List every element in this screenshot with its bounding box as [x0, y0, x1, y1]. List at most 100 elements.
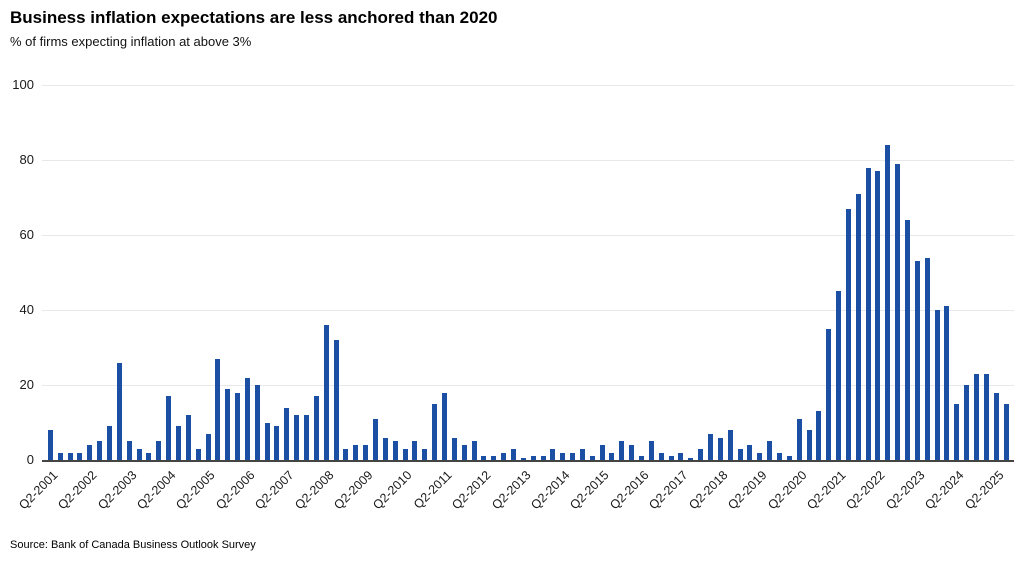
x-tick-label: Q2-2009 [331, 468, 376, 513]
bar-Q2-2018 [717, 437, 723, 460]
bar-Q2-2020 [796, 418, 802, 460]
bar-Q3-2002 [97, 441, 103, 460]
x-tick-label: Q2-2020 [764, 468, 810, 513]
bar-Q2-2024 [954, 403, 960, 460]
bar-Q2-2001 [47, 430, 53, 460]
chart-subtitle: % of firms expecting inflation at above … [10, 34, 252, 49]
gridline [42, 310, 1014, 311]
bar-Q2-2012 [481, 456, 487, 460]
bar-Q4-2023 [934, 310, 940, 460]
x-tick-label: Q2-2010 [370, 468, 415, 513]
bar-Q2-2015 [599, 445, 605, 460]
bar-Q4-2009 [382, 437, 388, 460]
bar-Q1-2009 [353, 445, 359, 460]
bar-Q4-2003 [146, 452, 152, 460]
x-tick-label: Q2-2002 [55, 468, 100, 513]
bar-Q3-2004 [175, 426, 181, 460]
x-tick-label: Q2-2015 [567, 468, 613, 513]
x-tick-label: Q2-2014 [528, 468, 573, 513]
x-tick-label: Q2-2017 [646, 468, 691, 513]
bar-Q3-2003 [136, 448, 142, 460]
bar-Q2-2006 [244, 377, 250, 460]
y-tick-label: 100 [12, 77, 34, 92]
x-tick-label: Q2-2005 [173, 468, 218, 513]
gridline [42, 235, 1014, 236]
bar-Q1-2012 [471, 441, 477, 460]
bar-Q1-2020 [786, 456, 792, 460]
bar-Q2-2016 [639, 456, 645, 460]
bar-Q4-2006 [264, 422, 270, 460]
bar-Q4-2002 [107, 426, 112, 460]
bar-Q2-2021 [836, 291, 842, 460]
bar-Q4-2015 [619, 441, 625, 460]
x-tick-label: Q2-2016 [607, 468, 652, 513]
bar-Q2-2019 [757, 452, 763, 460]
bar-Q1-2008 [313, 396, 319, 460]
bar-Q1-2023 [905, 220, 911, 460]
bar-Q3-2018 [727, 430, 733, 460]
bar-Q4-2013 [540, 456, 546, 460]
bar-Q2-2014 [560, 452, 566, 460]
bar-Q3-2013 [530, 456, 536, 460]
x-tick-label: Q2-2011 [410, 468, 455, 512]
x-tick-label: Q2-2023 [882, 468, 928, 513]
bar-Q1-2002 [77, 452, 83, 460]
bar-Q4-2005 [225, 388, 231, 460]
bar-Q1-2010 [392, 441, 398, 460]
plot-area [42, 85, 1014, 462]
bar-Q3-2009 [373, 418, 379, 460]
bar-Q1-2025 [983, 373, 989, 460]
bar-Q3-2006 [254, 385, 260, 460]
bar-Q4-2024 [973, 373, 979, 460]
bar-Q2-2008 [323, 325, 329, 460]
bar-Q4-2008 [343, 448, 349, 460]
bar-Q3-2021 [845, 208, 851, 460]
bar-Q4-2011 [461, 445, 467, 460]
bar-Q4-2020 [816, 411, 822, 460]
bar-Q3-2001 [57, 452, 63, 460]
bar-Q1-2021 [826, 328, 832, 460]
bar-Q4-2010 [422, 448, 428, 460]
bar-Q2-2025 [993, 392, 999, 460]
bar-Q4-2012 [501, 452, 507, 460]
bar-Q1-2004 [156, 441, 162, 460]
bar-Q4-2004 [185, 415, 191, 460]
bar-Q2-2013 [520, 458, 526, 460]
source-note: Source: Bank of Canada Business Outlook … [10, 539, 256, 551]
bar-Q4-2021 [855, 193, 861, 460]
y-tick-label: 40 [19, 302, 34, 317]
x-tick-label: Q2-2003 [94, 468, 140, 513]
bar-Q4-2016 [658, 452, 664, 460]
y-tick-label: 20 [19, 377, 34, 392]
y-tick-label: 60 [19, 227, 34, 242]
bar-Q3-2023 [924, 257, 930, 460]
bar-Q1-2003 [116, 362, 122, 460]
x-tick-label: Q2-2007 [252, 468, 297, 513]
x-tick-label: Q2-2024 [922, 468, 967, 513]
x-tick-label: Q2-2006 [213, 468, 258, 513]
bar-Q4-2007 [304, 415, 310, 460]
bar-Q3-2008 [333, 340, 339, 460]
bar-Q2-2011 [441, 392, 447, 460]
x-tick-label: Q2-2019 [725, 468, 770, 513]
bar-Q1-2014 [550, 448, 556, 460]
bar-Q3-2020 [806, 430, 812, 460]
x-tick-label: Q2-2013 [488, 468, 534, 513]
x-tick-label: Q2-2008 [291, 468, 337, 513]
bar-Q4-2019 [776, 452, 782, 460]
bar-Q2-2023 [914, 261, 920, 460]
x-tick-label: Q2-2012 [449, 468, 494, 513]
bar-Q1-2013 [510, 448, 516, 460]
gridline [42, 385, 1014, 386]
bar-Q3-2025 [1003, 403, 1009, 460]
bar-Q1-2007 [274, 426, 280, 460]
bar-Q2-2002 [87, 445, 93, 460]
bar-Q3-2022 [885, 145, 891, 460]
y-axis: 0 20 40 60 80 100 [0, 77, 34, 467]
bar-Q1-2024 [944, 306, 950, 460]
bar-Q2-2004 [166, 396, 172, 460]
bar-Q3-2010 [412, 441, 418, 460]
gridline [42, 85, 1014, 86]
bar-Q4-2014 [579, 448, 585, 460]
bar-Q3-2012 [491, 456, 497, 460]
